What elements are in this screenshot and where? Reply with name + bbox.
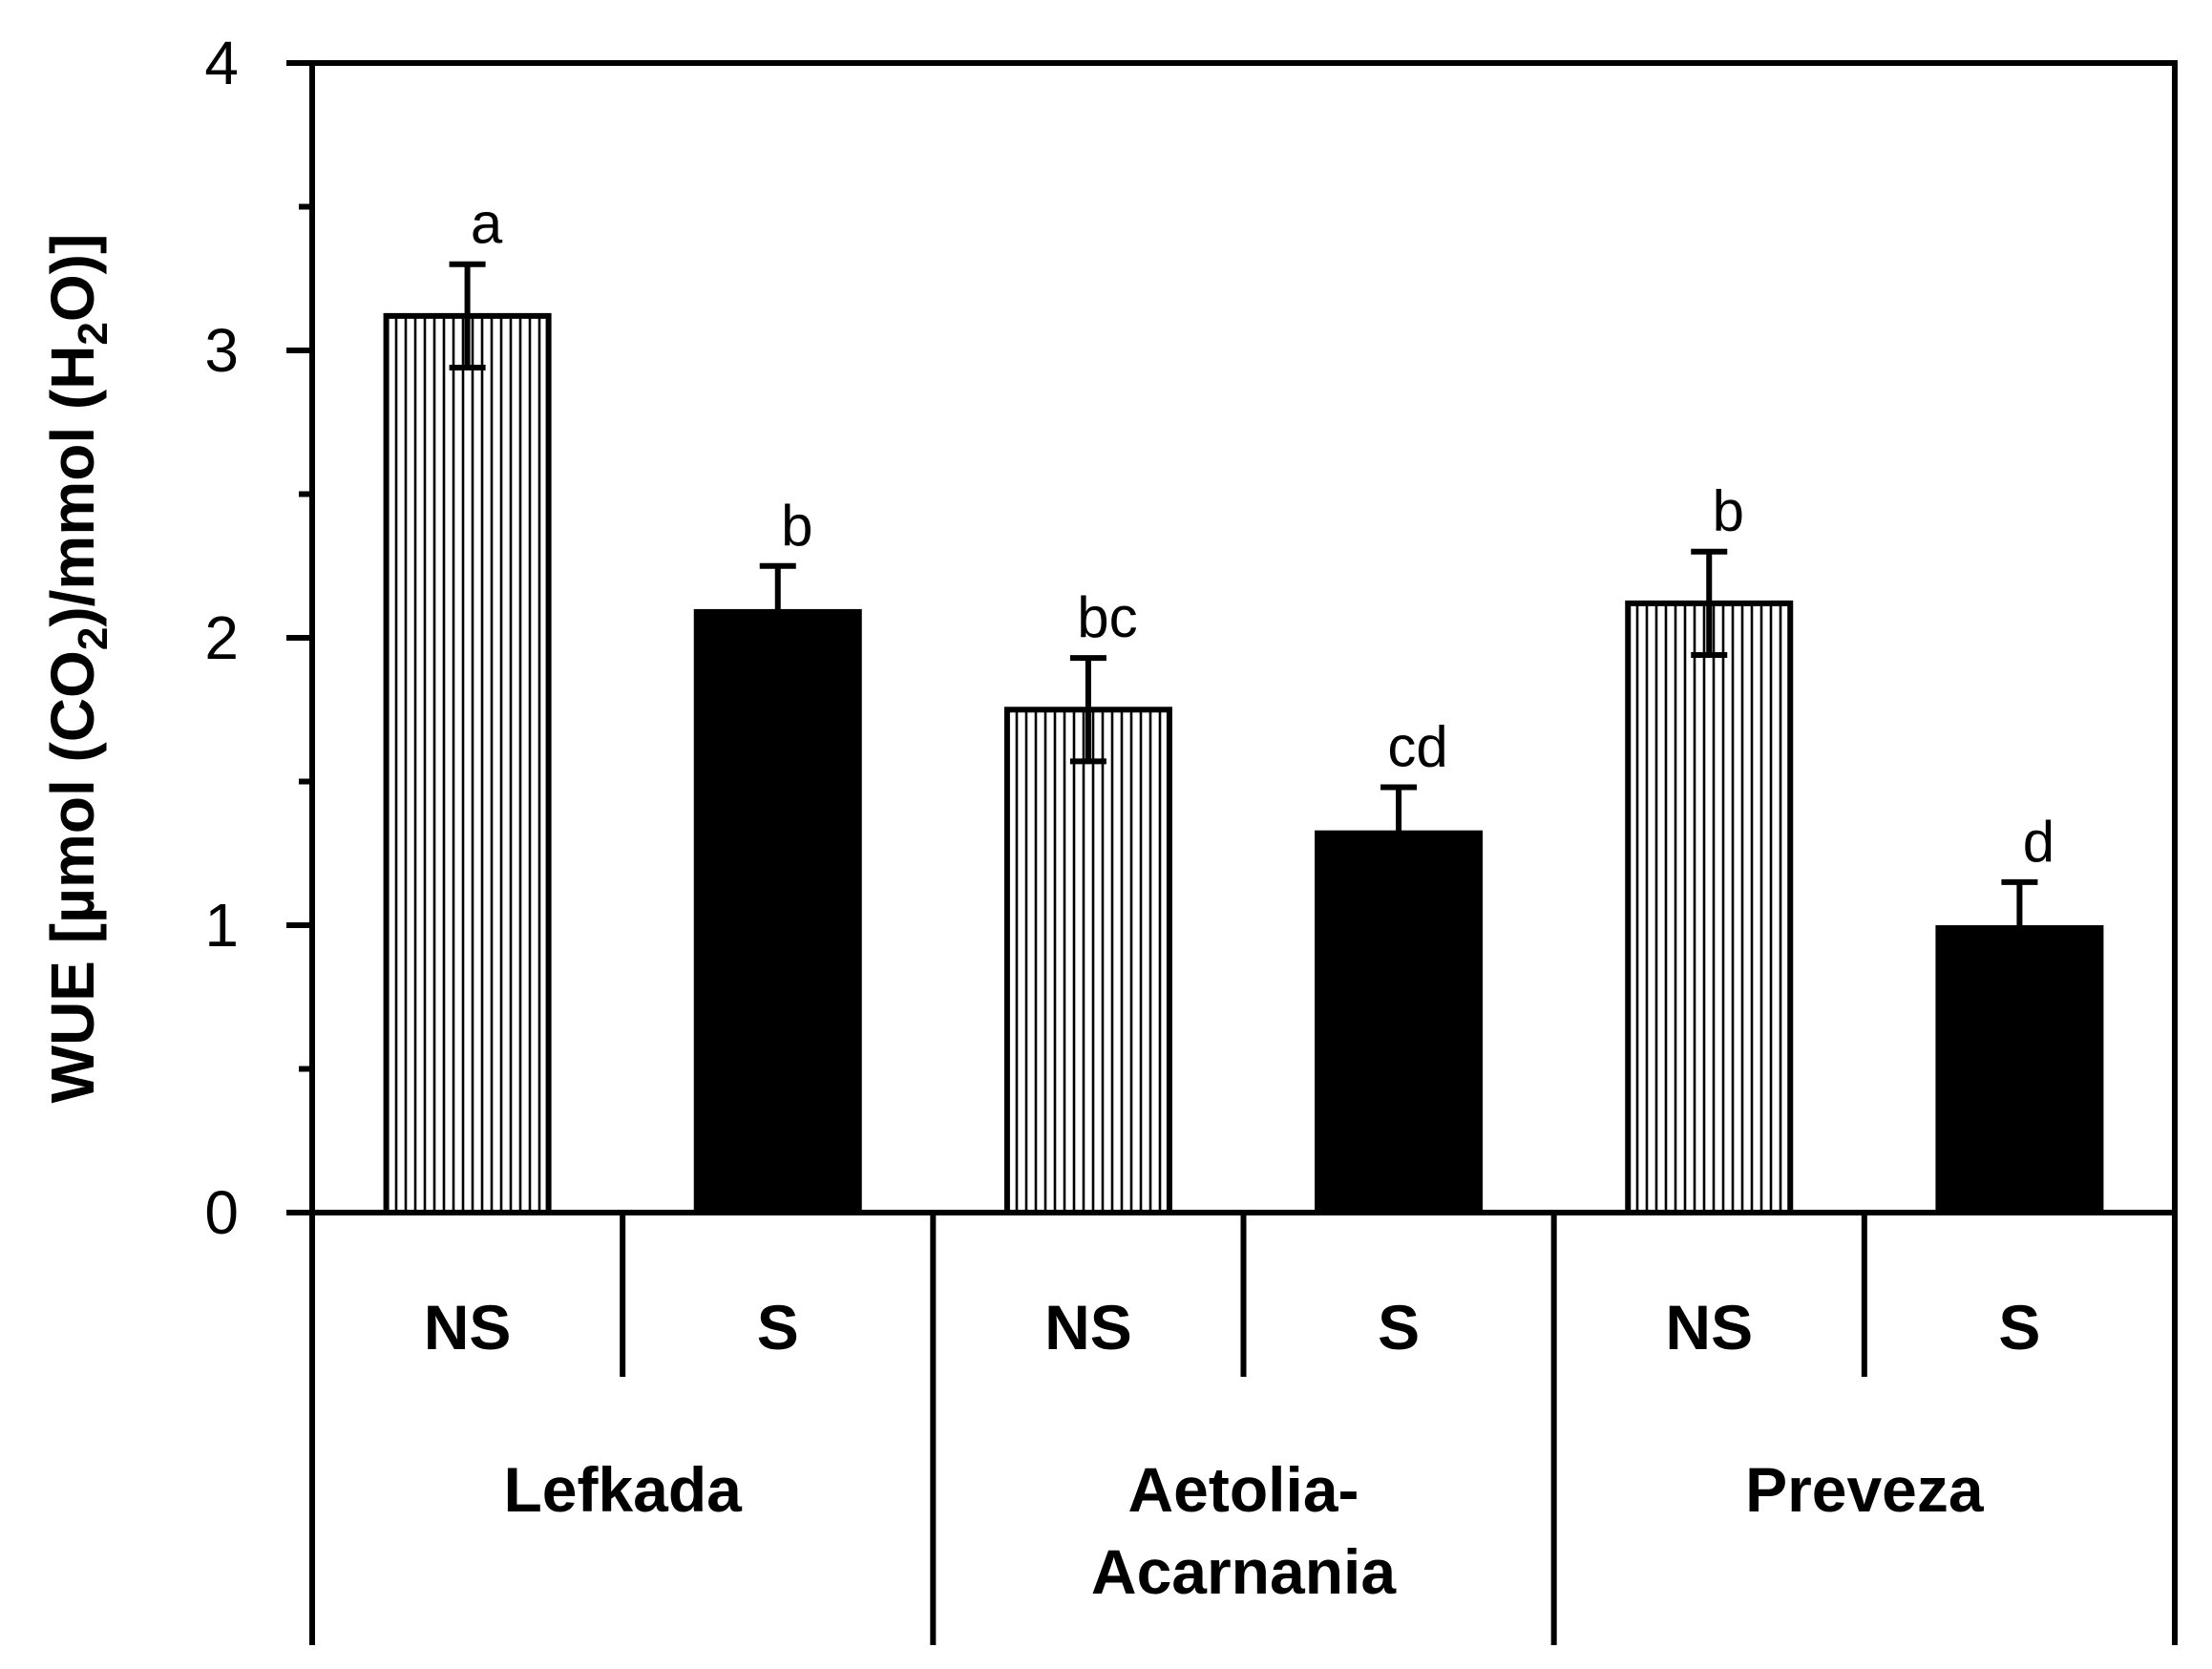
y-tick-label: 3	[204, 316, 239, 385]
significance-letter: b	[1713, 479, 1744, 543]
group-label-line: Acarnania	[1091, 1536, 1397, 1607]
group-label: Aetolia- Acarnania	[1091, 1454, 1397, 1607]
bar-ns	[1625, 600, 1794, 1215]
significance-letter: b	[781, 494, 812, 558]
y-tick-label: 2	[204, 603, 239, 672]
y-tick-label: 0	[204, 1178, 239, 1247]
axes: 0 1 2 3 4	[204, 29, 2178, 1645]
y-tick-label: 4	[204, 29, 239, 97]
bar-ns	[1003, 707, 1172, 1215]
significance-letter: d	[2023, 810, 2054, 874]
treatment-label: S	[1378, 1292, 1420, 1363]
bar-s	[693, 608, 862, 1215]
group-label-line: Aetolia-	[1127, 1454, 1359, 1525]
bar-s	[1935, 925, 2104, 1215]
treatment-label: NS	[1665, 1292, 1753, 1363]
y-tick-label: 1	[204, 891, 239, 960]
treatment-label: S	[1998, 1292, 2040, 1363]
group-label-line: Lefkada	[503, 1454, 743, 1525]
significance-letter: a	[471, 192, 503, 256]
treatment-label: NS	[1044, 1292, 1132, 1363]
group-label-line: Preveza	[1745, 1454, 1985, 1525]
bar-s	[1315, 830, 1484, 1215]
category-labels: NS S NS S NS S Lefkada Aetolia- Acarnania Preveza	[424, 1292, 2041, 1607]
bars: a b bc cd b d	[383, 192, 2104, 1215]
bar-ns	[383, 312, 552, 1215]
significance-letter: bc	[1077, 585, 1137, 649]
significance-letter: cd	[1387, 715, 1447, 779]
treatment-label: S	[757, 1292, 799, 1363]
group-label: Preveza	[1745, 1454, 1985, 1525]
group-label: Lefkada	[503, 1454, 743, 1525]
y-axis-title: WUE [µmol (CO2)/mmol (H2O)]	[38, 234, 116, 1104]
treatment-label: NS	[424, 1292, 512, 1363]
